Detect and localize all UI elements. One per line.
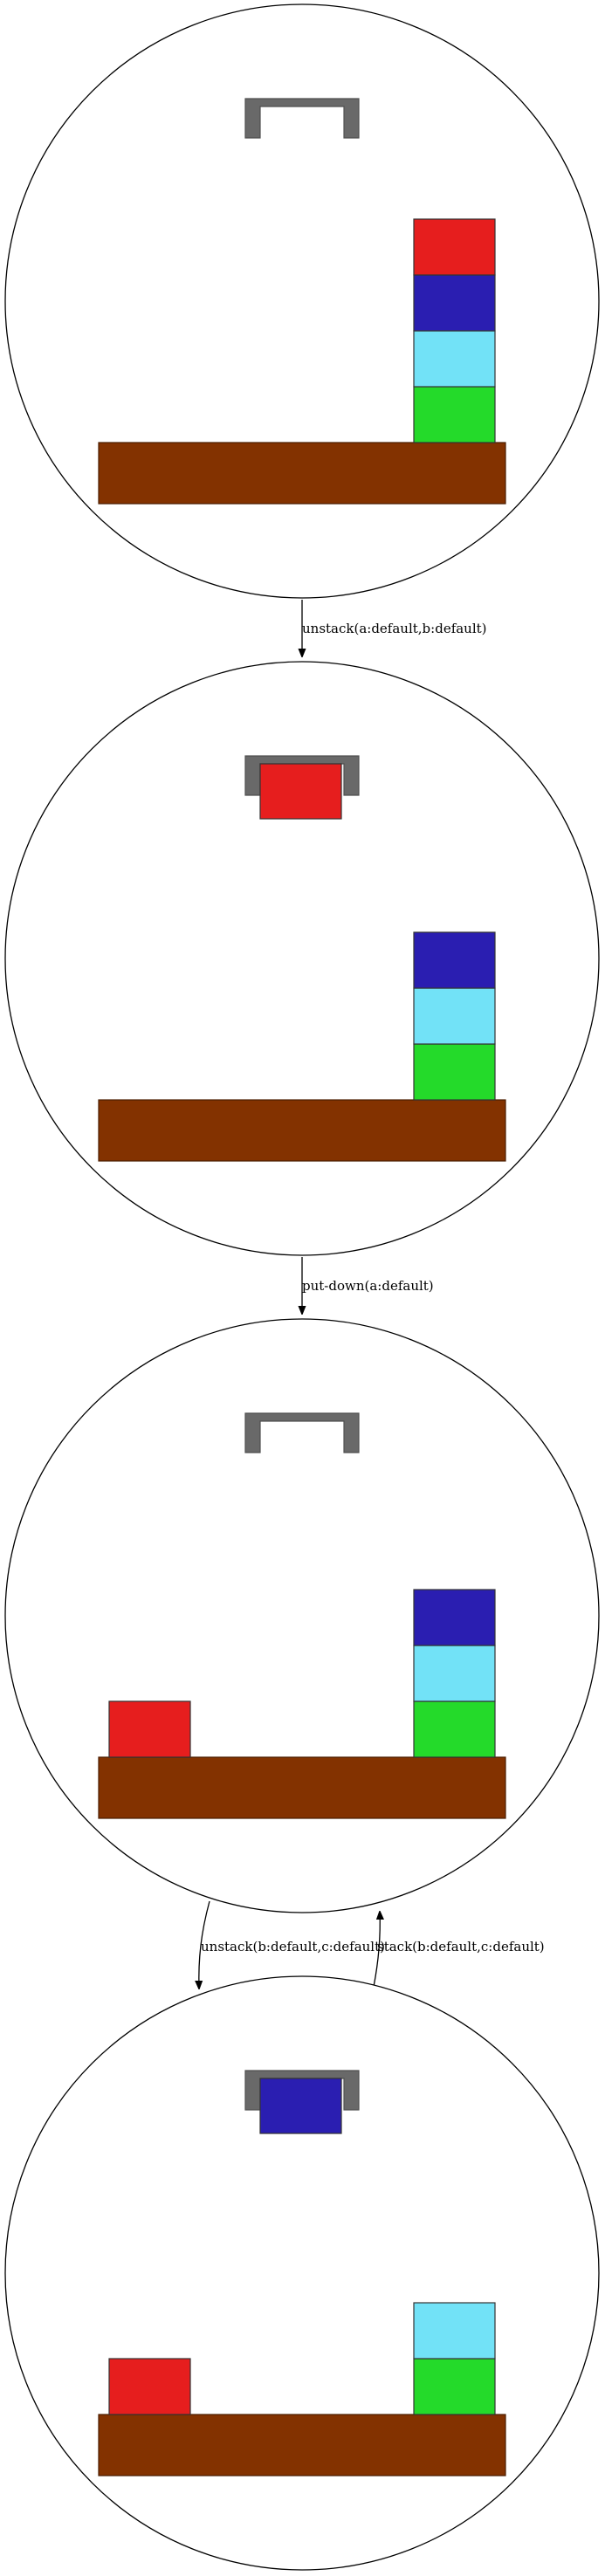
block-d [413, 1700, 496, 1758]
block-d [413, 1043, 496, 1101]
state-circle [4, 1975, 600, 2571]
edge-label-unstack-b-c: unstack(b:default,c:default) [201, 1939, 385, 1954]
edge-3-4 [199, 1900, 210, 1989]
block-c [413, 330, 496, 388]
table-surface [98, 1099, 506, 1162]
gripper-icon [244, 98, 360, 139]
edge-label-unstack-a-b: unstack(a:default,b:default) [302, 621, 487, 636]
table-surface [98, 2414, 506, 2476]
block-d [413, 2358, 496, 2415]
state-node [4, 1318, 600, 1913]
edge-4-3 [373, 1912, 380, 1988]
block-c [413, 2302, 496, 2360]
block-b [413, 1589, 496, 1646]
block-a [413, 218, 496, 276]
block-a [108, 1700, 191, 1758]
gripper-icon [244, 1412, 360, 1453]
block-b [413, 274, 496, 332]
block-a [108, 2358, 191, 2415]
state-node [4, 1975, 600, 2571]
state-node [4, 3, 600, 599]
edge-label-stack-b-c: stack(b:default,c:default) [377, 1939, 545, 1954]
block-c [413, 987, 496, 1045]
block-c [413, 1645, 496, 1702]
edge-label-put-down-a: put-down(a:default) [302, 1278, 434, 1294]
block-b [413, 931, 496, 989]
state-node [4, 661, 600, 1256]
block-d [413, 386, 496, 443]
state-circle [4, 3, 600, 599]
held-block-b [259, 2078, 342, 2134]
state-circle [4, 1318, 600, 1913]
table-surface [98, 1756, 506, 1819]
state-circle [4, 661, 600, 1256]
table-surface [98, 442, 506, 505]
held-block-a [259, 763, 342, 820]
